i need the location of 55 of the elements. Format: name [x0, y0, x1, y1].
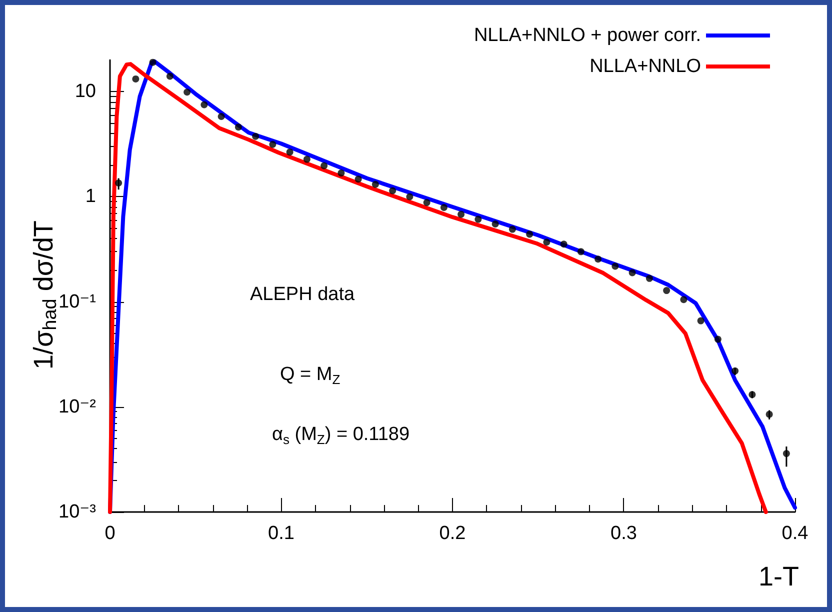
point — [372, 180, 379, 188]
point — [132, 75, 140, 82]
point — [577, 248, 584, 256]
point — [338, 170, 345, 177]
point — [166, 72, 174, 80]
x-tick-label: 0.2 — [439, 523, 466, 544]
y-tick-label: 10 — [74, 81, 96, 102]
point — [526, 230, 534, 238]
point — [354, 176, 362, 183]
y-tick-label: 10⁻³ — [58, 502, 96, 522]
point — [234, 124, 242, 131]
point — [389, 187, 396, 194]
point — [714, 336, 722, 343]
point — [628, 269, 636, 276]
y-axis-title: 1/σhad dσ/dT — [28, 220, 61, 370]
point — [560, 240, 568, 248]
point — [508, 226, 516, 233]
point — [680, 296, 688, 304]
x-tick-label: 0 — [104, 523, 116, 544]
point — [663, 287, 670, 294]
point — [303, 156, 310, 163]
y-tick-label: 10⁻¹ — [58, 291, 96, 312]
point — [218, 113, 225, 120]
point — [184, 88, 191, 96]
point — [458, 210, 465, 218]
x-axis-title: 1-T — [758, 562, 799, 592]
x-tick-label: 0.1 — [268, 523, 294, 544]
point — [252, 132, 260, 140]
point — [697, 317, 704, 324]
point — [474, 216, 482, 223]
point — [782, 450, 790, 458]
point — [286, 148, 294, 156]
point — [406, 193, 414, 200]
point — [269, 140, 276, 148]
point — [440, 204, 448, 211]
legend-label: NLLA+NNLO + power corr. — [474, 25, 701, 46]
point — [492, 220, 499, 228]
y-tick-label: 1 — [85, 186, 96, 208]
point — [200, 101, 208, 108]
point — [423, 199, 430, 206]
x-tick-label: 0.4 — [782, 523, 809, 544]
x-tick-label: 0.3 — [610, 523, 637, 544]
point — [320, 162, 328, 170]
point — [748, 391, 756, 398]
point — [732, 367, 739, 374]
legend-label: NLLA+NNLO — [590, 56, 701, 77]
point — [766, 410, 773, 418]
point — [612, 262, 619, 270]
y-tick-label: 10⁻² — [58, 396, 96, 418]
point — [149, 58, 156, 66]
point — [594, 256, 602, 263]
point — [115, 180, 122, 187]
point — [646, 274, 653, 282]
point — [543, 238, 550, 246]
annotation: ALEPH data — [250, 284, 355, 305]
